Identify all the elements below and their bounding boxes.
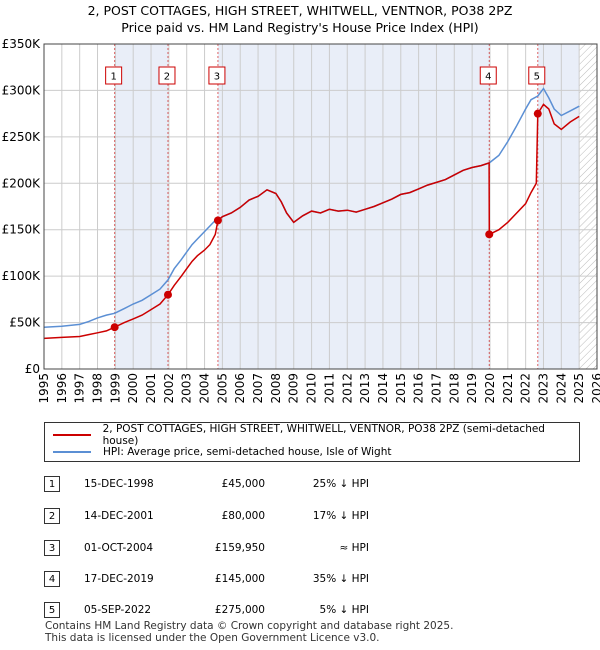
y-tick-label: £300K [2, 83, 42, 97]
legend-swatch-hpi [53, 451, 91, 453]
chart-subtitle: Price paid vs. HM Land Registry's House … [121, 20, 479, 35]
sale-number-label: 3 [214, 72, 220, 83]
x-tick-label: 2005 [215, 373, 229, 404]
x-tick-label: 1998 [91, 373, 105, 404]
y-tick-label: £0 [25, 362, 40, 376]
x-tick-label: 2004 [198, 373, 212, 404]
footer-license: This data is licensed under the Open Gov… [45, 632, 380, 644]
table-row: 2 14-DEC-2001 £80,000 17% ↓ HPI [44, 508, 580, 526]
x-tick-label: 2009 [287, 373, 301, 404]
legend: 2, POST COTTAGES, HIGH STREET, WHITWELL,… [44, 422, 580, 462]
property-series-line [43, 103, 580, 340]
sale-number-box [528, 66, 546, 85]
x-tick-label: 2015 [394, 373, 408, 404]
x-tick-label: 2013 [358, 373, 372, 404]
x-tick-label: 2024 [554, 373, 568, 404]
x-tick-label: 2001 [144, 373, 158, 404]
transaction-price: £275,000 [214, 604, 265, 616]
transaction-hpi-diff: 35% ↓ HPI [312, 573, 369, 585]
x-tick-label: 2025 [572, 373, 586, 404]
x-tick-label: 1995 [37, 373, 51, 404]
transaction-number: 4 [44, 571, 60, 587]
transaction-number: 5 [44, 602, 60, 618]
transaction-date: 15-DEC-1998 [84, 478, 154, 490]
x-tick-label: 2020 [483, 373, 497, 404]
sale-point [213, 216, 222, 225]
x-tick-label: 2010 [305, 373, 319, 404]
x-tick-label: 2002 [162, 373, 176, 404]
transaction-hpi-diff: 25% ↓ HPI [312, 478, 369, 490]
chart-title: 2, POST COTTAGES, HIGH STREET, WHITWELL,… [87, 3, 513, 18]
transaction-number: 2 [44, 508, 60, 524]
x-tick-label: 2000 [126, 373, 140, 404]
table-row: 1 15-DEC-1998 £45,000 25% ↓ HPI [44, 476, 580, 494]
x-tick-label: 2006 [233, 373, 247, 404]
future-hatch [579, 44, 597, 369]
transaction-price: £145,000 [214, 573, 265, 585]
transaction-number: 1 [44, 476, 60, 492]
transaction-price: £80,000 [221, 510, 265, 522]
sale-number-box [158, 66, 176, 85]
y-tick-label: £200K [2, 176, 42, 190]
transaction-price: £159,950 [214, 542, 265, 554]
x-tick-label: 2018 [447, 373, 461, 404]
transaction-hpi-diff: ≈ HPI [339, 542, 369, 554]
y-tick-label: £100K [2, 269, 42, 283]
transaction-date: 17-DEC-2019 [84, 573, 154, 585]
transaction-date: 01-OCT-2004 [84, 542, 153, 554]
y-tick-label: £250K [2, 130, 42, 144]
table-row: 5 05-SEP-2022 £275,000 5% ↓ HPI [44, 602, 580, 620]
legend-label-property: 2, POST COTTAGES, HIGH STREET, WHITWELL,… [102, 423, 545, 447]
sale-number-label: 5 [534, 72, 540, 83]
transaction-number: 3 [44, 540, 60, 556]
ownership-shade [537, 44, 580, 369]
x-tick-label: 1996 [55, 373, 69, 404]
x-tick-label: 2021 [501, 373, 515, 404]
x-tick-label: 2022 [519, 373, 533, 404]
sale-point [533, 109, 542, 118]
table-row: 4 17-DEC-2019 £145,000 35% ↓ HPI [44, 571, 580, 589]
sale-number-label: 4 [485, 72, 491, 83]
x-tick-label: 2023 [536, 373, 550, 404]
legend-swatch-property [53, 434, 91, 436]
transaction-date: 14-DEC-2001 [84, 510, 154, 522]
sale-number-box [208, 66, 226, 85]
transaction-date: 05-SEP-2022 [84, 604, 152, 616]
transaction-price: £45,000 [221, 478, 265, 490]
legend-item-property: 2, POST COTTAGES, HIGH STREET, WHITWELL,… [53, 423, 579, 447]
sale-number-box [479, 66, 497, 85]
x-tick-label: 1999 [108, 373, 122, 404]
x-tick-label: 2016 [412, 373, 426, 404]
ownership-shade [217, 44, 490, 369]
table-row: 3 01-OCT-2004 £159,950 ≈ HPI [44, 540, 580, 558]
x-tick-label: 2019 [465, 373, 479, 404]
x-tick-label: 2011 [322, 373, 336, 404]
x-tick-label: 2014 [376, 373, 390, 404]
x-tick-label: 2007 [251, 373, 265, 404]
sale-number-label: 1 [110, 72, 116, 83]
x-tick-label: 2017 [429, 373, 443, 404]
price-chart: 1 2 3 4 5 £0 £50K £100K £150K £200K £250K £300K £35… [2, 37, 600, 404]
y-tick-label: £350K [2, 37, 42, 51]
sale-point [485, 230, 494, 239]
sale-point [163, 290, 172, 299]
transaction-hpi-diff: 17% ↓ HPI [312, 510, 369, 522]
y-tick-label: £150K [2, 223, 42, 237]
x-tick-label: 1997 [73, 373, 87, 404]
sale-number-box [105, 66, 123, 85]
x-tick-label: 2008 [269, 373, 283, 404]
sale-number-label: 2 [164, 72, 170, 83]
x-tick-label: 2003 [180, 373, 194, 404]
ownership-shade [114, 44, 168, 369]
footer-copyright: Contains HM Land Registry data © Crown c… [45, 620, 454, 632]
x-tick-label: 2012 [340, 373, 354, 404]
y-tick-label: £50K [9, 316, 41, 330]
x-tick-label: 2026 [590, 373, 600, 404]
transaction-hpi-diff: 5% ↓ HPI [319, 604, 369, 616]
plot-frame [43, 43, 598, 370]
legend-item-hpi: HPI: Average price, semi-detached house,… [53, 444, 391, 460]
legend-label-hpi: HPI: Average price, semi-detached house,… [103, 446, 392, 458]
sale-point [110, 323, 119, 332]
